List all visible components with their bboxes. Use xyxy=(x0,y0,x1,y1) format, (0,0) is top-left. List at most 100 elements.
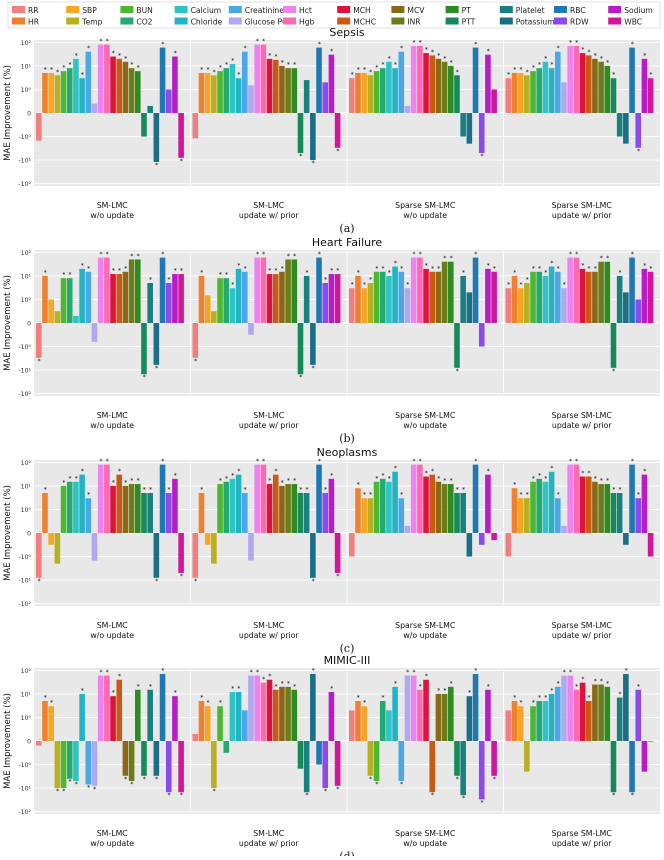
sig-star-sepsis: * xyxy=(357,66,360,73)
bar-neoplasms-g3-ptt xyxy=(610,492,617,533)
sig-star-neoplasms: * xyxy=(244,486,247,493)
bar-heart-failure-g3-creatinine xyxy=(555,271,561,323)
sig-star-neoplasms: * xyxy=(375,475,378,482)
bar-sepsis-g1-pt xyxy=(291,68,298,113)
x-category-sublabel-mimic-iii-3: update w/ prior xyxy=(552,839,613,848)
bar-sepsis-g1-temp xyxy=(211,75,217,113)
y-tick-label-sepsis: 10¹ xyxy=(21,63,32,70)
sig-star-sepsis: * xyxy=(56,69,59,76)
bar-sepsis-g0-hct xyxy=(97,44,104,113)
sig-star-sepsis: * xyxy=(507,72,510,79)
bar-heart-failure-g1-mch xyxy=(266,274,273,323)
sig-star-heart-failure: * xyxy=(161,251,164,258)
legend-label-platelet: Platelet xyxy=(516,6,545,15)
sig-star-mimic-iii: * xyxy=(493,776,496,783)
legend-swatch-hct xyxy=(283,6,296,13)
sig-star-mimic-iii: * xyxy=(256,669,259,676)
bar-mimic-iii-g2-rdw xyxy=(478,741,485,800)
y-tick-label-neoplasms: -10² xyxy=(18,601,31,608)
bar-mimic-iii-g2-temp xyxy=(367,741,374,776)
bar-sepsis-g2-hct xyxy=(410,46,417,113)
sig-star-sepsis: * xyxy=(118,52,121,59)
sig-star-mimic-iii: * xyxy=(206,700,209,707)
legend-swatch-sbp xyxy=(66,6,80,13)
legend-label-sbp: SBP xyxy=(82,6,97,15)
bar-sepsis-g2-wbc xyxy=(491,89,497,113)
sig-star-heart-failure: * xyxy=(225,272,228,279)
sig-star-mimic-iii: * xyxy=(180,792,183,799)
sig-star-mimic-iii: * xyxy=(174,690,177,697)
sig-star-sepsis: * xyxy=(569,40,572,47)
bar-neoplasms-g2-sbp xyxy=(361,498,367,533)
bar-neoplasms-g0-glucose-poc xyxy=(91,533,98,561)
bar-sepsis-g3-bun xyxy=(530,71,536,113)
bar-heart-failure-g1-inr xyxy=(285,259,291,323)
sig-star-mimic-iii: * xyxy=(600,678,603,685)
y-tick-label-mimic-iii: 10² xyxy=(21,668,32,675)
bar-heart-failure-g2-hr xyxy=(355,275,361,323)
bar-mimic-iii-g2-hr xyxy=(355,700,361,741)
sig-star-mimic-iii: * xyxy=(357,694,360,701)
bar-sepsis-g0-potassium xyxy=(153,113,160,162)
sig-star-heart-failure: * xyxy=(256,251,259,258)
bar-sepsis-g0-mcv xyxy=(122,61,129,113)
sig-star-neoplasms: * xyxy=(137,478,140,485)
sig-star-mimic-iii: * xyxy=(431,792,434,799)
sig-star-mimic-iii: * xyxy=(437,687,440,694)
bar-neoplasms-g2-mcv xyxy=(435,481,442,533)
bar-neoplasms-g2-hct xyxy=(410,464,417,533)
bar-neoplasms-g0-platelet xyxy=(147,492,153,533)
sig-star-mimic-iii: * xyxy=(382,694,385,701)
bar-neoplasms-g1-inr xyxy=(285,484,291,533)
bar-heart-failure-g1-rdw xyxy=(322,282,329,323)
bar-mimic-iii-g1-wbc xyxy=(334,741,341,786)
bar-mimic-iii-g1-sbp xyxy=(204,706,211,741)
bar-heart-failure-g1-calcium xyxy=(229,288,236,323)
sig-star-neoplasms: * xyxy=(130,478,133,485)
y-tick-label-heart-failure: -10¹ xyxy=(18,368,31,375)
y-tick-label-heart-failure: 10⁰ xyxy=(21,297,32,304)
bar-mimic-iii-g0-co2 xyxy=(66,741,73,779)
bar-heart-failure-g0-ptt xyxy=(141,323,147,375)
bar-sepsis-g1-rr xyxy=(192,113,199,139)
legend-swatch-co2 xyxy=(120,17,134,25)
bar-heart-failure-g3-glucose-poc xyxy=(561,288,567,323)
bar-sepsis-g2-ptt xyxy=(454,75,460,113)
sig-star-heart-failure: * xyxy=(450,255,453,262)
sig-star-neoplasms: * xyxy=(532,475,535,482)
sig-star-neoplasms: * xyxy=(268,478,271,485)
bar-heart-failure-g0-hgb xyxy=(104,257,110,323)
bar-neoplasms-g0-potassium xyxy=(153,533,160,578)
sig-star-sepsis: * xyxy=(44,66,47,73)
sig-star-heart-failure: * xyxy=(287,253,290,260)
bar-mimic-iii-g3-bun xyxy=(530,706,536,741)
legend-label-hr: HR xyxy=(28,18,40,27)
sig-star-sepsis: * xyxy=(419,40,422,47)
sig-star-heart-failure: * xyxy=(600,255,603,262)
sig-star-neoplasms: * xyxy=(581,470,584,477)
x-category-label-sepsis-2: Sparse SM-LMC xyxy=(395,201,456,210)
bar-heart-failure-g2-hct xyxy=(410,257,417,323)
bar-neoplasms-g1-rbc xyxy=(316,464,322,533)
legend-swatch-creatinine xyxy=(228,6,242,13)
bar-mimic-iii-g3-chloride xyxy=(548,693,555,741)
sig-star-mimic-iii: * xyxy=(550,687,553,694)
x-category-label-heart-failure-3: Sparse SM-LMC xyxy=(552,411,613,420)
bar-heart-failure-g2-glucose-poc xyxy=(404,288,411,323)
bar-neoplasms-g1-potassium xyxy=(310,533,316,578)
bar-neoplasms-g3-potassium xyxy=(623,533,629,545)
bar-sepsis-g0-sodium xyxy=(172,56,178,113)
bar-mimic-iii-g1-rdw xyxy=(322,741,329,789)
sig-star-sepsis: * xyxy=(330,48,333,55)
sig-star-sepsis: * xyxy=(544,55,547,62)
bar-sepsis-g1-hgb xyxy=(260,44,267,113)
sig-star-sepsis: * xyxy=(400,45,403,52)
bar-heart-failure-g3-mchc xyxy=(585,271,592,323)
sig-star-neoplasms: * xyxy=(363,492,366,499)
bar-mimic-iii-g3-wbc xyxy=(647,741,654,742)
bar-mimic-iii-g3-sodium xyxy=(641,741,648,772)
bar-sepsis-g0-mch xyxy=(110,56,116,113)
x-category-sublabel-heart-failure-3: update w/ prior xyxy=(552,421,613,430)
bar-mimic-iii-g3-potassium xyxy=(623,674,629,741)
